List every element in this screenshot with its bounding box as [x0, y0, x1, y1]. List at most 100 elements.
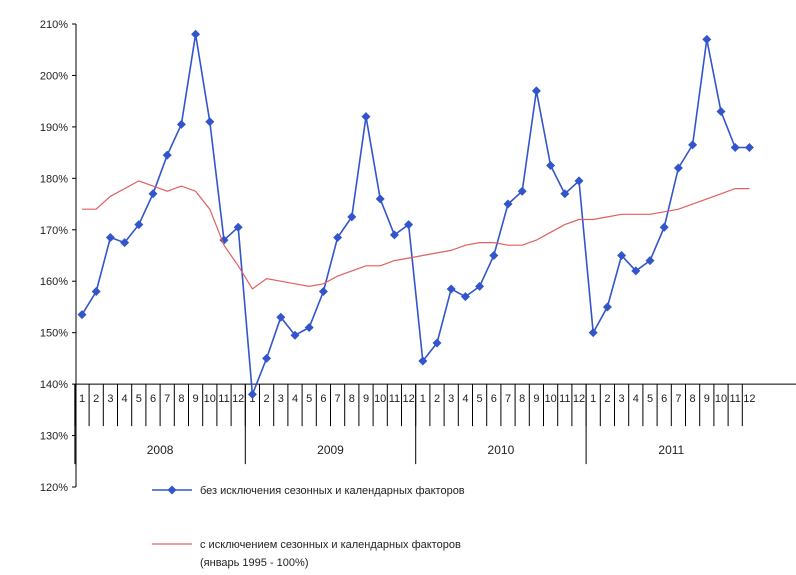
month-label: 2: [434, 393, 440, 405]
legend-label-2: с исключением сезонных и календарных фак…: [200, 539, 461, 551]
month-label: 1: [590, 393, 596, 405]
month-label: 8: [178, 393, 184, 405]
data-point: [162, 150, 172, 160]
data-point: [702, 34, 712, 44]
month-label: 6: [661, 393, 667, 405]
y-tick-label: 150%: [40, 328, 68, 340]
data-point: [176, 119, 186, 129]
month-label: 9: [704, 393, 710, 405]
data-point: [304, 323, 314, 333]
month-label: 5: [136, 393, 142, 405]
legend: без исключения сезонных и календарных фа…: [152, 485, 465, 569]
month-label: 4: [122, 393, 128, 405]
month-label: 9: [363, 393, 369, 405]
y-tick-label: 210%: [40, 19, 68, 31]
y-tick-label: 140%: [40, 379, 68, 391]
month-label: 3: [448, 393, 454, 405]
data-point: [617, 251, 627, 260]
data-point: [91, 287, 101, 297]
data-point: [730, 142, 740, 152]
y-axis: 120% 130% 140% 150% 160% 170% 180% 190% 200% 210%: [40, 19, 77, 494]
y-tick-label: 200%: [40, 70, 68, 82]
month-label: 10: [715, 393, 727, 405]
data-point: [134, 220, 144, 230]
month-label: 7: [335, 393, 341, 405]
y-tick-label: 190%: [40, 122, 68, 134]
month-label: 11: [729, 393, 740, 405]
month-label: 9: [193, 393, 199, 405]
data-point: [560, 189, 570, 199]
data-point: [418, 356, 428, 366]
data-point: [503, 199, 513, 209]
data-point: [546, 160, 556, 170]
y-tick-label: 120%: [40, 482, 68, 494]
month-label: 2: [264, 393, 270, 405]
data-point: [148, 189, 158, 199]
data-point: [631, 266, 641, 276]
data-point: [77, 310, 87, 320]
year-label: 2011: [658, 443, 684, 457]
month-label: 8: [349, 393, 355, 405]
month-label: 6: [150, 393, 156, 405]
data-point: [574, 176, 584, 186]
month-label: 4: [462, 393, 468, 405]
month-label: 11: [559, 393, 570, 405]
data-point: [716, 106, 726, 116]
month-label: 2: [604, 393, 610, 405]
month-label: 6: [491, 393, 497, 405]
legend-marker-1: [167, 485, 177, 495]
data-point: [688, 140, 698, 150]
data-point: [475, 281, 485, 291]
data-point: [219, 235, 229, 245]
month-label: 11: [218, 393, 229, 405]
data-point: [489, 251, 499, 260]
data-point: [460, 292, 470, 302]
y-tick-label: 170%: [40, 225, 68, 237]
series-line-2: [82, 180, 750, 290]
month-label: 10: [204, 393, 216, 405]
data-point: [361, 112, 371, 122]
month-label: 10: [544, 393, 556, 405]
data-point: [191, 29, 201, 39]
data-point: [517, 186, 527, 196]
data-point: [404, 220, 414, 230]
month-label: 8: [690, 393, 696, 405]
month-label: 12: [402, 393, 414, 405]
data-point: [673, 163, 683, 173]
month-label: 3: [107, 393, 113, 405]
month-label: 1: [420, 393, 426, 405]
month-label: 1: [79, 393, 85, 405]
data-point: [375, 194, 385, 204]
data-point: [290, 330, 300, 340]
data-point: [247, 389, 257, 399]
month-label: 12: [573, 393, 585, 405]
legend-label-1: без исключения сезонных и календарных фа…: [200, 485, 465, 497]
x-axis: 1 2 3 4 5 6 7 8 9 10 11 12 1 2 3 4 5 6 7 8 9 10 11 12 1 2 3 4 5 6 7 8 9 1…: [74, 383, 796, 465]
data-point: [432, 338, 442, 348]
month-label: 7: [505, 393, 511, 405]
data-point: [645, 256, 655, 266]
data-point: [276, 312, 286, 322]
data-point: [262, 353, 272, 363]
data-point: [588, 328, 598, 338]
month-label: 5: [647, 393, 653, 405]
month-label: 1: [249, 393, 255, 405]
month-label: 10: [374, 393, 386, 405]
data-point: [205, 117, 215, 127]
y-tick-label: 180%: [40, 173, 68, 185]
month-label: 5: [477, 393, 483, 405]
data-point: [389, 230, 399, 240]
month-label: 6: [320, 393, 326, 405]
month-label: 5: [306, 393, 312, 405]
data-point: [744, 142, 754, 152]
month-label: 11: [389, 393, 400, 405]
data-point: [347, 212, 357, 222]
month-label: 8: [519, 393, 525, 405]
y-tick-label: 130%: [40, 431, 68, 443]
month-label: 2: [93, 393, 99, 405]
month-label: 7: [675, 393, 681, 405]
month-label: 9: [533, 393, 539, 405]
year-label: 2010: [488, 443, 515, 457]
data-point: [318, 287, 328, 297]
